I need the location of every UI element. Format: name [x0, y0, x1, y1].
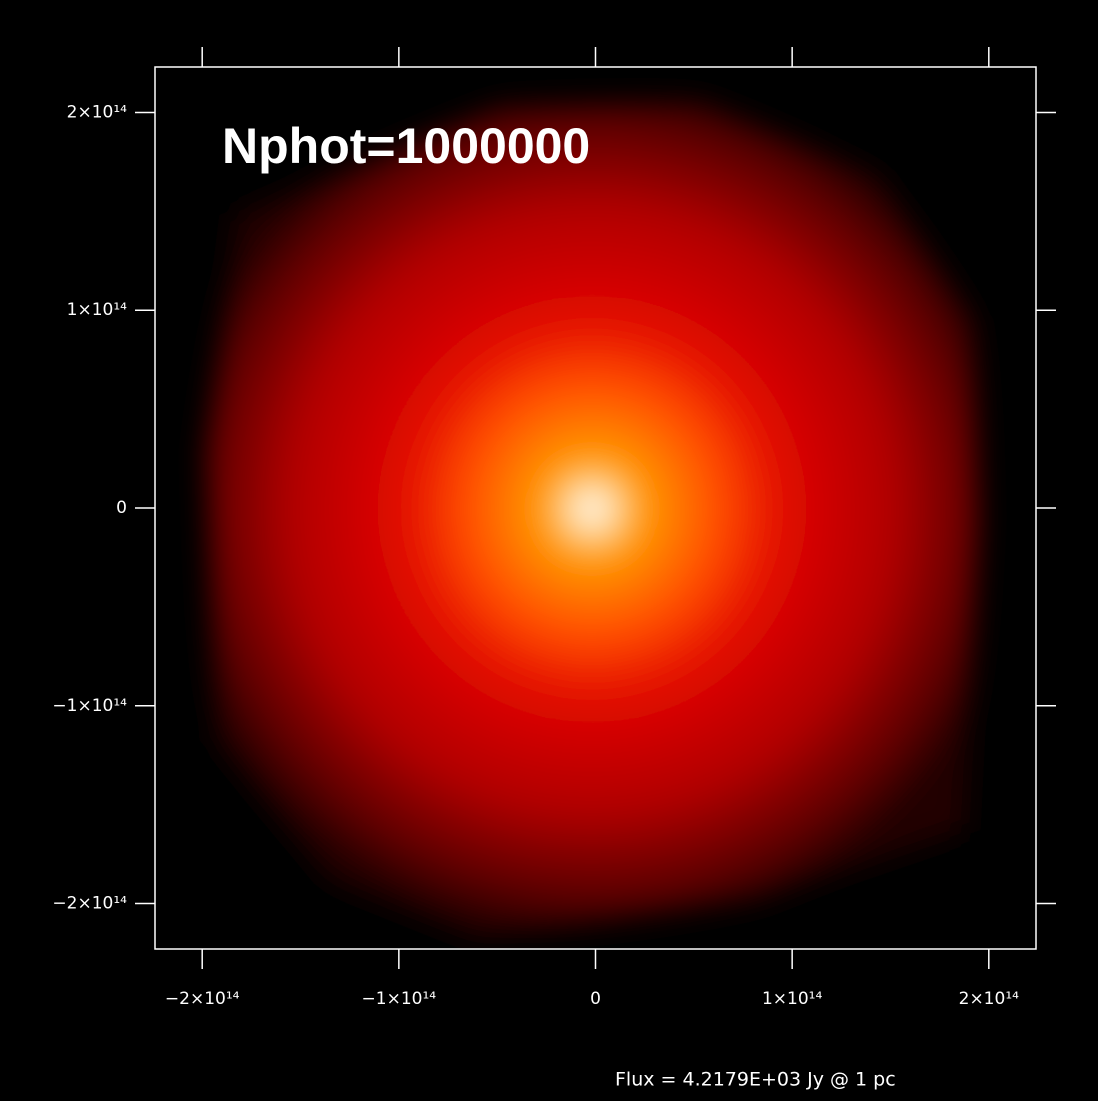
- x-tick-label: 0: [590, 989, 601, 1009]
- y-tick-label: 0: [116, 498, 127, 518]
- y-tick-label: 1×10¹⁴: [67, 300, 128, 320]
- x-tick-label: −2×10¹⁴: [165, 989, 240, 1009]
- x-tick-label: −1×10¹⁴: [362, 989, 437, 1009]
- y-tick-label: −2×10¹⁴: [52, 894, 127, 914]
- x-tick-label: 2×10¹⁴: [959, 989, 1020, 1009]
- y-tick-label: 2×10¹⁴: [67, 102, 128, 122]
- footer: Flux = 4.2179E+03 Jy @ 1 pc: [615, 1069, 896, 1091]
- annotation: Nphot=1000000: [222, 118, 590, 174]
- x-tick-label: 1×10¹⁴: [762, 989, 823, 1009]
- image-area: [205, 100, 980, 940]
- y-tick-label: −1×10¹⁴: [52, 696, 127, 716]
- image: [205, 100, 980, 940]
